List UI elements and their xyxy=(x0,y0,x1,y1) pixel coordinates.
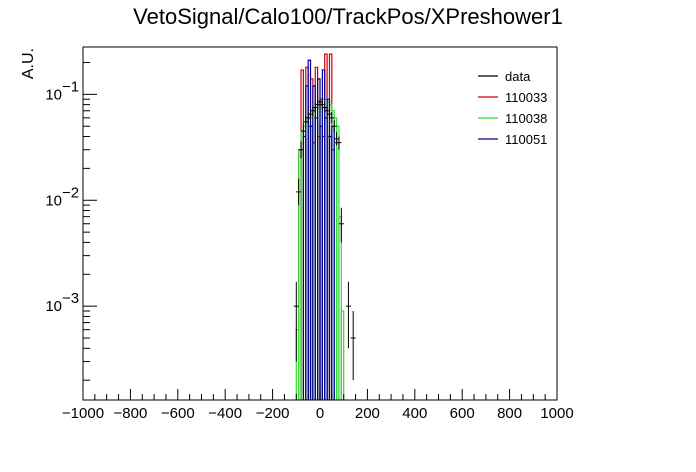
legend-label: 110038 xyxy=(505,111,547,126)
data-point xyxy=(296,178,302,206)
data-point xyxy=(345,281,351,349)
legend: data 110033 110038 110051 xyxy=(478,69,547,147)
y-tick-exponent: −3 xyxy=(62,290,79,307)
legend-entry-110051: 110051 xyxy=(478,132,547,147)
y-tick-label: 10 −2 xyxy=(45,184,79,209)
x-tick-label: −800 xyxy=(114,405,148,422)
series-110038-bin xyxy=(340,310,345,400)
data-point xyxy=(293,281,299,362)
data-point xyxy=(329,112,335,124)
x-tick-label: 200 xyxy=(355,405,380,422)
y-tick-base: 10 xyxy=(45,192,62,209)
series-layer xyxy=(293,53,356,400)
series-110038-bin xyxy=(338,216,342,400)
y-tick-base: 10 xyxy=(45,86,62,103)
chart-title: VetoSignal/Calo100/TrackPos/XPreshower1 xyxy=(133,4,563,29)
data-point xyxy=(317,96,323,107)
data-point xyxy=(312,102,318,113)
x-axis: −1000 −800 −600 −400 −200 0 200 400 600 800 1000 xyxy=(62,389,574,422)
data-point xyxy=(350,311,356,381)
x-tick-label: 800 xyxy=(497,405,522,422)
data-point xyxy=(338,207,344,243)
y-tick-label: 10 −3 xyxy=(45,290,79,315)
legend-entry-110038: 110038 xyxy=(478,111,547,126)
legend-label: 110051 xyxy=(505,132,547,147)
data-point xyxy=(336,136,342,150)
series-110051 xyxy=(302,59,335,400)
y-tick-exponent: −1 xyxy=(62,78,79,95)
legend-entry-data: data xyxy=(478,69,531,84)
data-point xyxy=(315,99,321,111)
legend-entry-110033: 110033 xyxy=(478,90,547,105)
y-tick-exponent: −2 xyxy=(62,184,79,201)
legend-label: data xyxy=(505,69,531,84)
data-point xyxy=(319,99,325,111)
x-tick-label: 1000 xyxy=(540,405,573,422)
x-tick-label: −600 xyxy=(161,405,195,422)
x-tick-label: −400 xyxy=(208,405,242,422)
data-point xyxy=(334,132,340,146)
x-tick-label: 0 xyxy=(316,405,324,422)
series-data xyxy=(293,96,356,381)
x-tick-label: −1000 xyxy=(62,405,104,422)
x-tick-label: 400 xyxy=(402,405,427,422)
y-axis-label: A.U. xyxy=(20,48,37,79)
x-tick-label: −200 xyxy=(256,405,290,422)
series-110051-bin xyxy=(331,125,335,400)
legend-label: 110033 xyxy=(505,90,547,105)
data-point xyxy=(298,141,304,159)
x-tick-label: 600 xyxy=(450,405,475,422)
y-tick-label: 10 −1 xyxy=(45,78,79,103)
data-point xyxy=(331,120,337,133)
y-tick-base: 10 xyxy=(45,298,62,315)
data-point xyxy=(300,124,306,138)
y-axis: 10−310−210−1 xyxy=(45,61,97,381)
